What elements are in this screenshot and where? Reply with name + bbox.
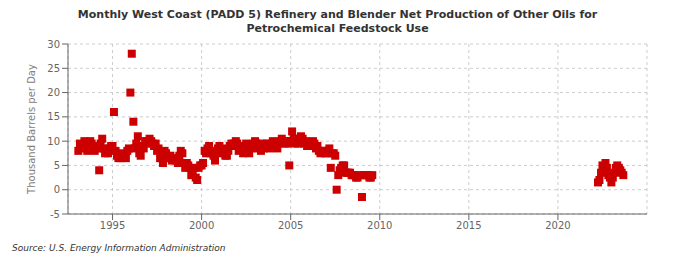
html-text:Source: U.S. Energy Informatio: Source: U.S. Energy Information Administ… [12, 243, 226, 253]
svg-text:2015: 2015 [456, 220, 481, 231]
svg-text:-5: -5 [50, 209, 60, 220]
html-text:Monthly West Coast (PADD 5) Re: Monthly West Coast (PADD 5) Refinery and… [77, 8, 598, 21]
svg-text:25: 25 [47, 63, 60, 74]
svg-text:15: 15 [47, 111, 60, 122]
svg-text:30: 30 [47, 39, 60, 50]
svg-text:2005: 2005 [278, 220, 303, 231]
svg-text:20: 20 [47, 87, 60, 98]
svg-text:Thousand Barrels per Day: Thousand Barrels per Day [26, 64, 37, 195]
svg-text:5: 5 [54, 160, 60, 171]
svg-text:10: 10 [47, 136, 60, 147]
html-text:Petrochemical Feedstock Use: Petrochemical Feedstock Use [246, 22, 429, 35]
svg-text:0: 0 [54, 184, 60, 195]
svg-text:2010: 2010 [367, 220, 392, 231]
svg-text:2020: 2020 [545, 220, 570, 231]
svg-text:1995: 1995 [100, 220, 125, 231]
svg-text:2000: 2000 [189, 220, 214, 231]
